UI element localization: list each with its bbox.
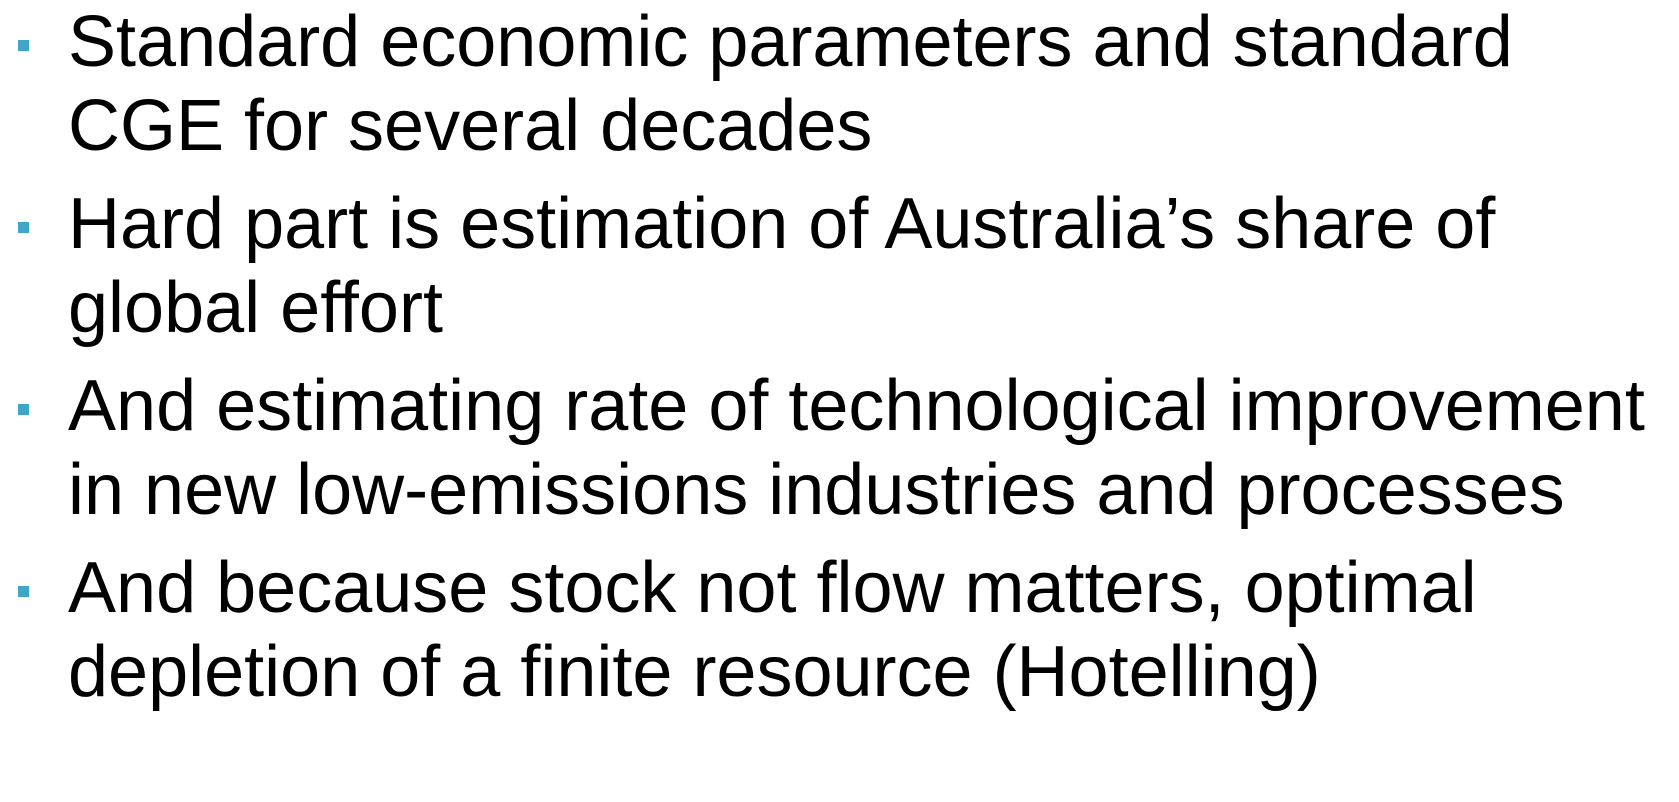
bullet-item: Standard economic parameters and standar… — [0, 0, 1658, 168]
bullet-item: And because stock not flow matters, opti… — [0, 546, 1658, 714]
bullet-list: Standard economic parameters and standar… — [0, 0, 1658, 714]
bullet-item: Hard part is estimation of Australia’s s… — [0, 182, 1658, 350]
bullet-text: And because stock not flow matters, opti… — [68, 548, 1477, 712]
bullet-text: Hard part is estimation of Australia’s s… — [68, 184, 1496, 348]
bullet-marker — [18, 222, 29, 233]
bullet-marker — [18, 404, 29, 415]
bullet-text: Standard economic parameters and standar… — [68, 2, 1513, 166]
bullet-item: And estimating rate of technological imp… — [0, 364, 1658, 532]
bullet-marker — [18, 586, 29, 597]
bullet-text: And estimating rate of technological imp… — [68, 366, 1645, 530]
bullet-marker — [18, 40, 29, 51]
